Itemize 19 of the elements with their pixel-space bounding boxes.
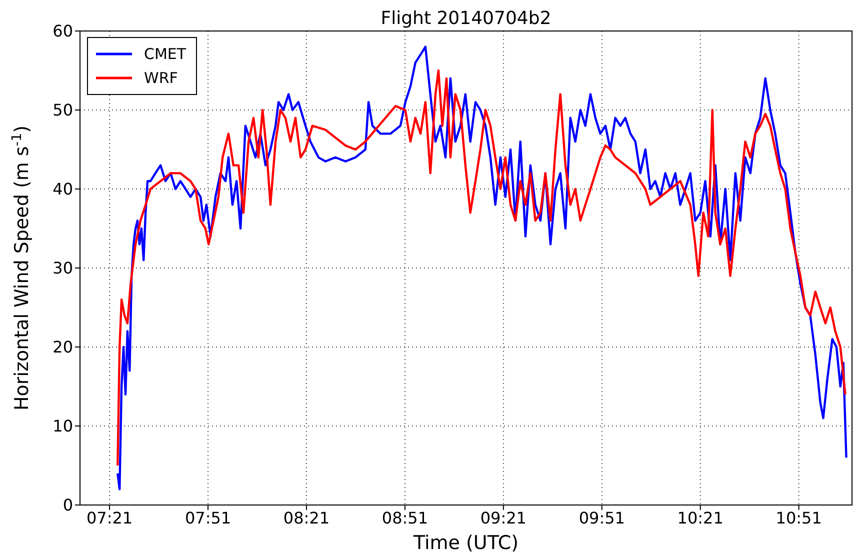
x-tick-label: 10:51 [776,508,822,528]
x-tick-label: 09:51 [578,508,625,528]
y-tick-label: 50 [52,100,73,120]
x-tick-label: 07:21 [86,508,133,528]
chart-title: Flight 20140704b2 [380,8,552,30]
legend-label: WRF [144,69,178,87]
x-tick-label: 08:51 [382,508,428,528]
x-axis-title: Time (UTC) [412,532,519,554]
x-tick-label: 09:21 [480,508,526,528]
y-tick-label: 60 [52,22,73,41]
y-tick-label: 0 [62,496,73,515]
y-tick-label: 20 [52,338,73,357]
x-tick-label: 07:51 [184,508,232,528]
x-tick-label: 10:21 [677,508,724,528]
legend-label: CMET [144,45,186,63]
y-tick-label: 10 [52,416,73,436]
x-tick-label: 08:21 [283,508,330,528]
y-tick-label: 40 [52,180,73,199]
y-tick-label: 30 [52,258,73,278]
